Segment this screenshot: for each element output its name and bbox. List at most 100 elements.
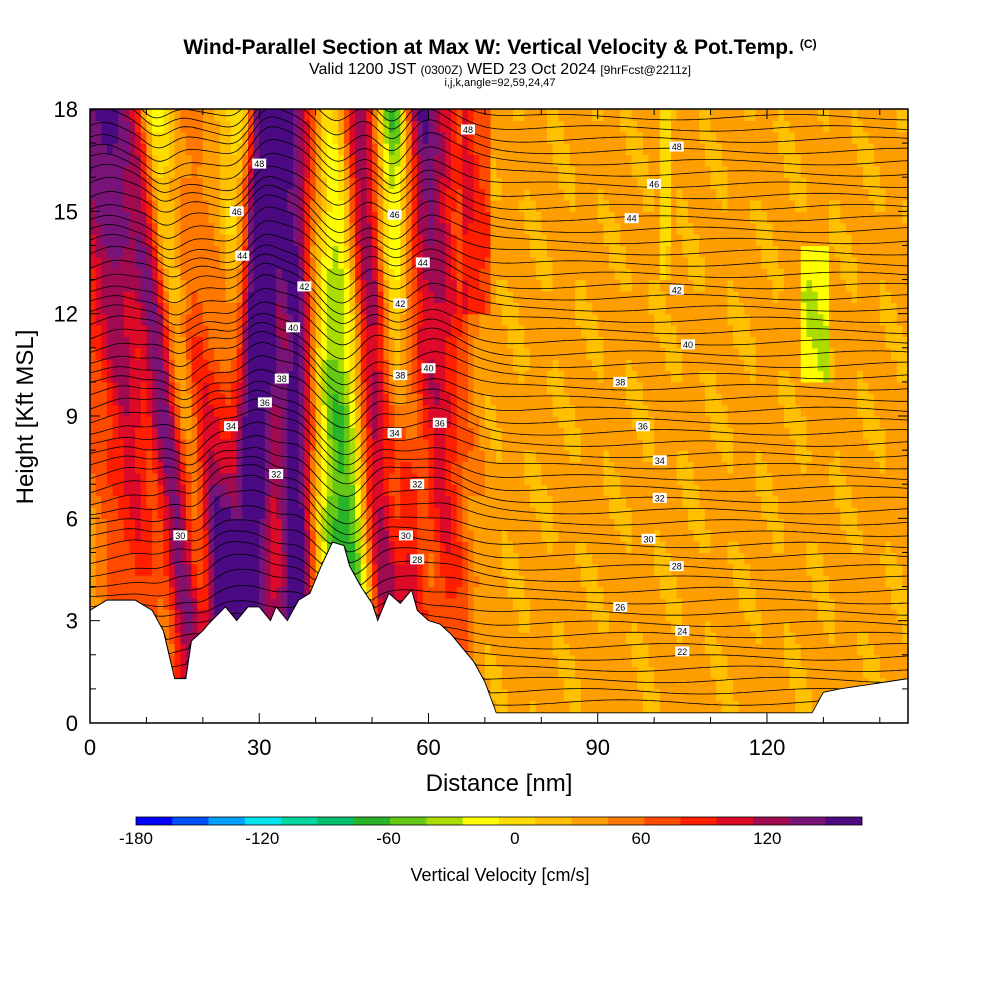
heatmap-cell — [146, 507, 153, 519]
heatmap-cell — [451, 256, 458, 269]
heatmap-cell — [434, 552, 441, 565]
heatmap-cell — [264, 552, 272, 565]
heatmap-cell — [518, 268, 525, 281]
heatmap-cell — [451, 165, 458, 178]
heatmap-cell — [259, 279, 266, 292]
heatmap-cell — [473, 211, 480, 224]
heatmap-cell — [411, 586, 418, 599]
heatmap-cell — [496, 507, 503, 519]
heatmap-cell — [400, 200, 407, 212]
heatmap-cell — [129, 268, 136, 281]
heatmap-cell — [479, 109, 486, 121]
heatmap-cell — [95, 472, 102, 485]
heatmap-cell — [349, 518, 356, 531]
heatmap-cell — [253, 245, 260, 258]
heatmap-cell — [231, 222, 238, 235]
heatmap-cell — [383, 188, 390, 201]
heatmap-cell — [547, 495, 554, 508]
heatmap-cell — [507, 438, 514, 451]
heatmap-cell — [428, 211, 435, 224]
heatmap-cell — [293, 518, 300, 531]
heatmap-cell — [248, 222, 255, 235]
heatmap-cell — [349, 211, 356, 224]
heatmap-cell — [473, 632, 480, 644]
heatmap-cell — [180, 495, 187, 508]
heatmap-cell — [135, 404, 142, 417]
heatmap-cell — [101, 575, 108, 588]
heatmap-cell — [242, 268, 249, 281]
heatmap-cell — [524, 188, 531, 201]
heatmap-cell — [281, 461, 288, 474]
heatmap-cell — [298, 188, 305, 201]
heatmap-cell — [304, 200, 311, 212]
heatmap-cell — [197, 370, 204, 383]
heatmap-cell — [473, 450, 480, 463]
heatmap-cell — [321, 507, 328, 519]
heatmap-cell — [242, 563, 249, 576]
heatmap-cell — [123, 381, 130, 394]
heatmap-cell — [456, 427, 463, 440]
heatmap-cell — [298, 177, 305, 190]
heatmap-cell — [366, 461, 373, 474]
heatmap-cell — [106, 586, 114, 599]
heatmap-cell — [287, 200, 294, 212]
heatmap-cell — [253, 438, 260, 451]
heatmap-cell — [530, 188, 537, 201]
heatmap-cell — [298, 359, 305, 372]
heatmap-cell — [597, 632, 604, 644]
heatmap-cell — [586, 563, 593, 576]
heatmap-cell — [597, 700, 604, 713]
heatmap-cell — [208, 450, 215, 463]
heatmap-cell — [197, 450, 204, 463]
heatmap-cell — [298, 541, 305, 554]
heatmap-cell — [304, 359, 311, 372]
heatmap-cell — [276, 109, 283, 121]
heatmap-cell — [180, 404, 187, 417]
heatmap-cell — [146, 563, 153, 576]
heatmap-cell — [214, 518, 221, 531]
heatmap-cell — [592, 552, 599, 565]
heatmap-cell — [535, 597, 542, 610]
heatmap-cell — [338, 438, 345, 451]
heatmap-cell — [405, 575, 413, 588]
heatmap-cell — [123, 211, 130, 224]
heatmap-cell — [315, 370, 322, 383]
heatmap-cell — [473, 620, 480, 633]
heatmap-cell — [287, 597, 294, 610]
heatmap-cell — [496, 336, 503, 349]
heatmap-cell — [586, 177, 593, 190]
heatmap-cell — [281, 359, 288, 372]
heatmap-cell — [293, 416, 300, 428]
heatmap-cell — [518, 677, 525, 690]
heatmap-cell — [603, 427, 610, 440]
heatmap-cell — [451, 222, 458, 235]
heatmap-cell — [169, 404, 176, 417]
heatmap-cell — [428, 495, 435, 508]
heatmap-cell — [135, 109, 142, 121]
heatmap-cell — [231, 552, 238, 565]
heatmap-cell — [569, 438, 576, 451]
heatmap-cell — [185, 518, 193, 531]
heatmap-cell — [304, 586, 311, 599]
heatmap-cell — [434, 529, 441, 542]
heatmap-cell — [236, 336, 243, 349]
heatmap-cell — [377, 484, 384, 497]
heatmap-cell — [479, 404, 486, 417]
heatmap-cell — [140, 268, 147, 281]
heatmap-cell — [451, 279, 458, 292]
heatmap-cell — [366, 165, 373, 178]
heatmap-cell — [451, 416, 458, 428]
heatmap-cell — [293, 234, 300, 247]
heatmap-cell — [552, 393, 559, 406]
heatmap-cell — [264, 381, 272, 394]
heatmap-cell — [580, 620, 587, 633]
heatmap-cell — [462, 518, 469, 531]
heatmap-cell — [281, 347, 288, 360]
heatmap-cell — [118, 120, 125, 133]
heatmap-cell — [479, 563, 486, 576]
heatmap-cell — [310, 109, 317, 121]
heatmap-cell — [259, 211, 266, 224]
heatmap-cell — [490, 245, 497, 258]
heatmap-cell — [417, 450, 424, 463]
heatmap-cell — [214, 347, 221, 360]
